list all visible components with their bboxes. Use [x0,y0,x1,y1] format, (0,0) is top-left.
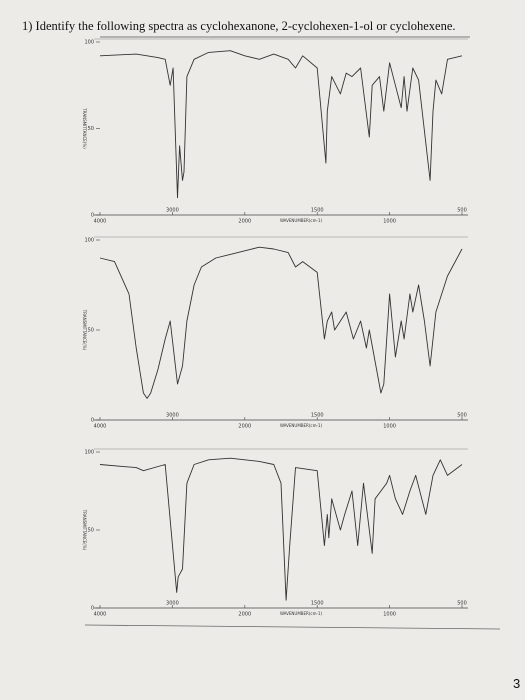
x-tick-label: 3000 [166,413,179,419]
x-tick-label: 1000 [383,424,396,430]
x-tick-label: 1000 [383,612,396,618]
x-tick-label: 500 [457,208,467,214]
y-axis-label: TRANSMITTANCE(%) [82,509,87,551]
x-axis-label: WAVENUMBER(cm-1) [280,218,323,223]
y-tick-label: 100 [84,450,94,456]
y-tick-label: 0 [91,213,94,219]
x-tick-label: 4000 [94,612,107,618]
spectrum-line [99,246,463,399]
x-tick-label: 3000 [166,208,179,214]
y-tick-label: 50 [88,126,94,132]
spectrum-line [99,50,463,199]
x-tick-label: 2000 [238,424,251,430]
question: 1) Identify the following spectra as cyc… [22,19,456,33]
spectrum-line [99,457,463,601]
y-tick-label: 100 [84,238,94,244]
y-tick-label: 50 [88,528,94,534]
x-tick-label: 500 [457,413,467,419]
x-tick-label: 4000 [94,424,107,430]
y-axis-label: TRANSMITTANCE(%) [82,107,87,149]
x-axis-label: WAVENUMBER(cm-1) [280,611,323,616]
x-tick-label: 4000 [94,219,107,225]
x-axis-label: WAVENUMBER(cm-1) [280,423,323,428]
x-tick-label: 1500 [311,413,324,419]
x-tick-label: 1500 [311,208,324,214]
y-tick-label: 100 [84,40,94,46]
y-tick-label: 50 [88,328,94,334]
y-tick-label: 0 [91,418,94,424]
page-number: 3 [513,676,520,691]
x-tick-label: 3000 [166,601,179,607]
y-axis-label: TRANSMITTANCE(%) [82,309,87,351]
x-tick-label: 1500 [311,601,324,607]
y-tick-label: 0 [91,606,94,612]
x-tick-label: 2000 [238,219,251,225]
x-tick-label: 500 [457,601,467,607]
rule [84,624,501,630]
x-tick-label: 2000 [238,612,251,618]
x-tick-label: 1000 [383,219,396,225]
